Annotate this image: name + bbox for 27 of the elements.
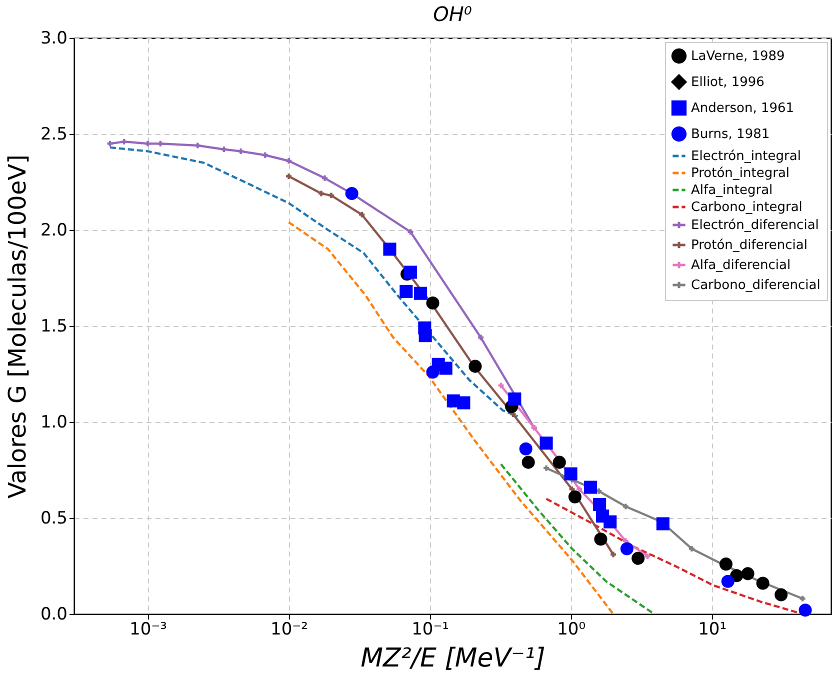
legend-label: Burns, 1981: [691, 127, 770, 142]
y-axis-title: Valores G [Moleculas/100eV]: [3, 154, 32, 498]
y-tick-label: 2.0: [40, 220, 68, 240]
legend-label: Anderson, 1961: [691, 101, 794, 116]
y-tick-label: 1.0: [40, 412, 68, 432]
legend-label: Carbono_diferencial: [691, 278, 820, 293]
y-tick-label: 3.0: [40, 28, 68, 48]
legend-label: Carbono_integral: [691, 200, 802, 215]
legend-label: Protón_diferencial: [691, 238, 808, 253]
legend-label: Electrón_integral: [691, 149, 801, 164]
x-tick-label: 10¹: [698, 620, 727, 640]
y-tick-label: 0.0: [40, 604, 68, 624]
legend-label: Electrón_diferencial: [691, 218, 819, 233]
y-tick-label: 0.5: [40, 508, 68, 528]
y-tick-label: 2.5: [40, 124, 68, 144]
y-tick-label: 1.5: [40, 316, 68, 336]
legend-label: LaVerne, 1989: [691, 49, 785, 64]
legend-label: Elliot, 1996: [691, 75, 764, 90]
x-axis-title: MZ²/E [MeV⁻¹]: [360, 644, 546, 674]
x-tick-label: 10⁰: [557, 620, 586, 640]
legend-label: Alfa_integral: [691, 183, 773, 198]
x-tick-label: 10⁻¹: [412, 620, 449, 640]
legend-label: Protón_integral: [691, 166, 790, 181]
x-tick-label: 10⁻³: [130, 620, 167, 640]
legend-label: Alfa_diferencial: [691, 258, 791, 273]
x-tick-label: 10⁻²: [270, 620, 308, 640]
chart-title: OH⁰: [433, 2, 472, 26]
